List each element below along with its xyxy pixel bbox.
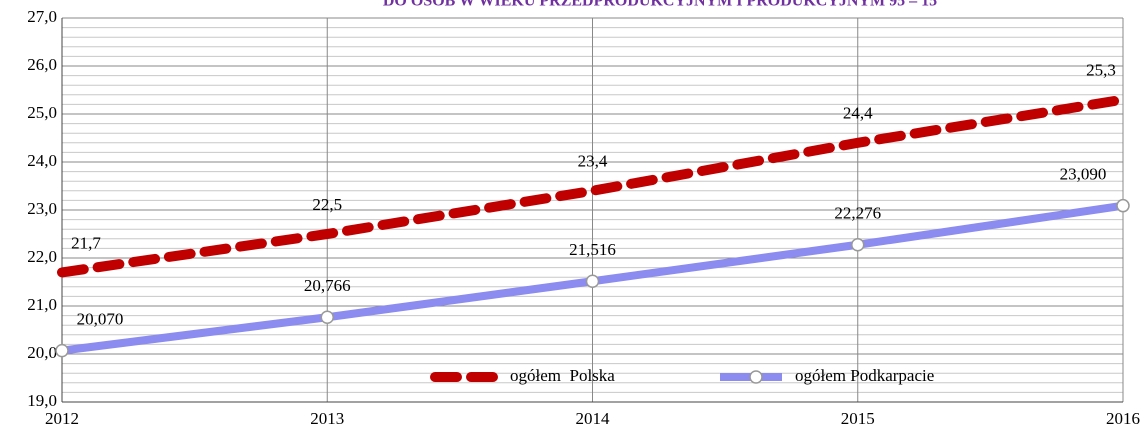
series-line (57, 94, 1128, 278)
y-tick-label: 21,0 (27, 295, 57, 314)
y-tick-label: 19,0 (27, 391, 57, 410)
x-tick-label: 2014 (576, 409, 611, 428)
legend-label: ogółem Polska (510, 366, 615, 385)
x-tick-label: 2012 (45, 409, 79, 428)
data-label: 20,070 (77, 310, 124, 329)
x-tick-label: 2016 (1106, 409, 1140, 428)
chart-title: DO OSÓB W WIEKU PRZEDPRODUKCYJNYM I PROD… (383, 0, 937, 10)
y-tick-label: 22,0 (27, 247, 57, 266)
data-label: 21,7 (71, 233, 101, 252)
data-label: 21,516 (569, 240, 616, 259)
data-label: 25,3 (1086, 61, 1116, 80)
x-tick-label: 2013 (310, 409, 344, 428)
x-tick-label: 2015 (841, 409, 875, 428)
data-label: 22,276 (834, 204, 881, 223)
point-marker (1116, 198, 1130, 213)
y-tick-label: 26,0 (27, 55, 57, 74)
y-tick-label: 23,0 (27, 199, 57, 218)
point-marker (851, 238, 865, 252)
data-label: 23,090 (1060, 165, 1107, 184)
y-tick-label: 24,0 (27, 151, 57, 170)
legend-label: ogółem Podkarpacie (795, 366, 934, 385)
y-tick-label: 27,0 (27, 7, 57, 26)
data-label: 22,5 (312, 195, 342, 214)
legend-marker (749, 370, 763, 384)
point-marker (55, 343, 69, 358)
point-marker (585, 274, 600, 288)
y-tick-label: 20,0 (27, 343, 57, 362)
y-tick-label: 25,0 (27, 103, 57, 122)
data-label: 20,766 (304, 276, 351, 295)
data-label: 23,4 (578, 152, 608, 171)
point-marker (320, 310, 334, 324)
data-label: 24,4 (843, 104, 873, 123)
